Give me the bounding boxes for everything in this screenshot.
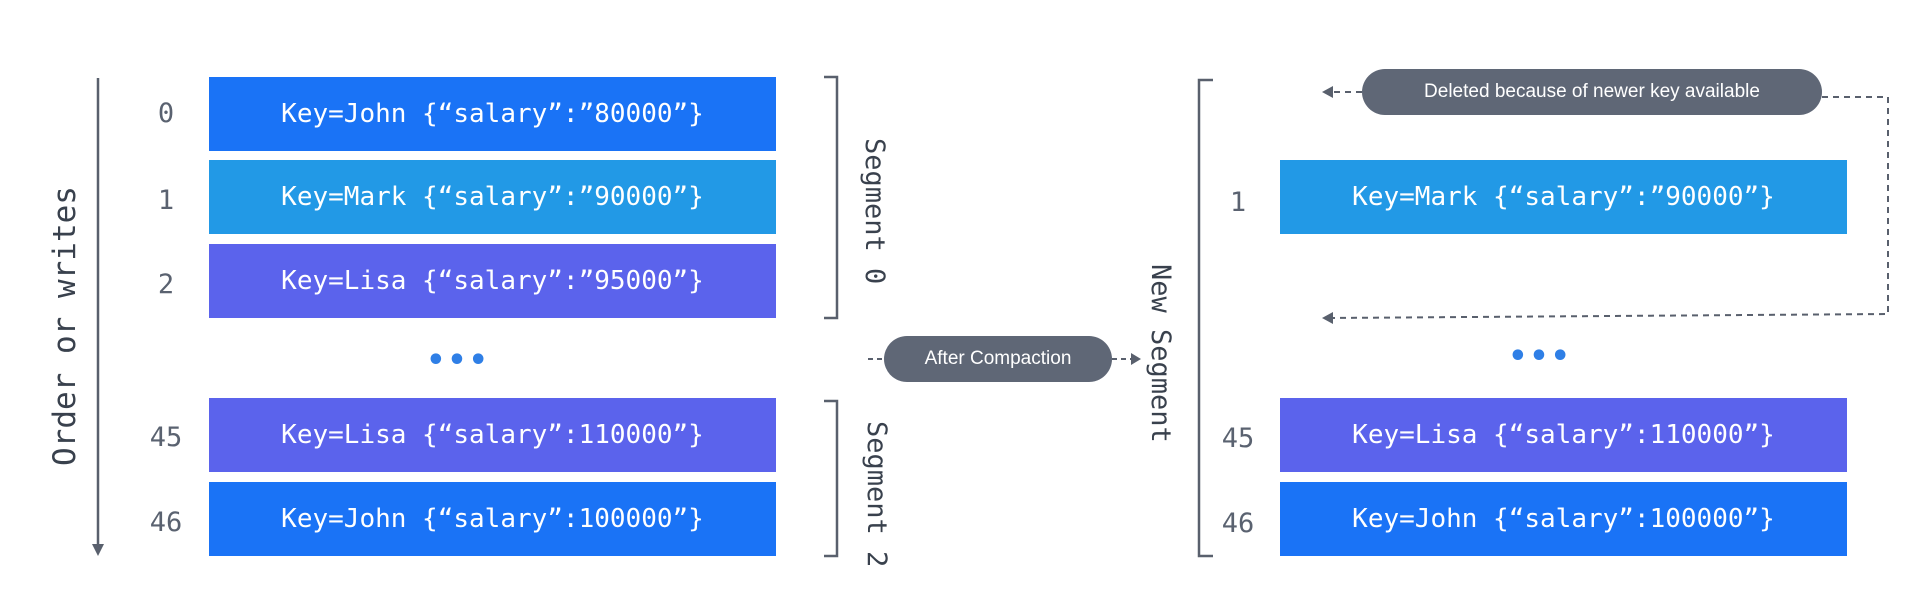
left-offset-45: 45 (149, 422, 183, 453)
deleted-note-pill: Deleted because of newer key available (1362, 69, 1822, 115)
left-offset-1: 1 (157, 185, 175, 216)
right-record-1: Key=Mark {“salary”:”90000”} (1280, 160, 1847, 234)
left-offset-46: 46 (149, 507, 183, 538)
left-offset-2: 2 (157, 269, 175, 300)
segment-2-bracket (824, 399, 839, 558)
record-text: Key=Lisa {“salary”:”95000”} (281, 266, 704, 296)
compaction-arrow (868, 353, 1141, 365)
record-text: Key=Lisa {“salary”:110000”} (1352, 420, 1775, 450)
write-order-label: Order or writes (47, 186, 83, 466)
deleted-key-arrows (1322, 86, 1889, 324)
left-record-45: Key=Lisa {“salary”:110000”} (209, 398, 776, 472)
record-text: Key=John {“salary”:100000”} (1352, 504, 1775, 534)
record-text: Key=Mark {“salary”:”90000”} (281, 182, 704, 212)
record-text: Key=Lisa {“salary”:110000”} (281, 420, 704, 450)
new-segment-bracket (1197, 78, 1213, 558)
right-offset-46: 46 (1221, 508, 1255, 539)
right-ellipsis: ••• (1508, 339, 1572, 374)
record-text: Key=John {“salary”:100000”} (281, 504, 704, 534)
right-offset-45: 45 (1221, 423, 1255, 454)
record-text: Key=John {“salary”:”80000”} (281, 99, 704, 129)
write-order-axis (92, 78, 104, 556)
right-record-45: Key=Lisa {“salary”:110000”} (1280, 398, 1847, 472)
left-record-1: Key=Mark {“salary”:”90000”} (209, 160, 776, 234)
segment-0-bracket (824, 75, 839, 320)
left-ellipsis: ••• (426, 343, 490, 378)
new-segment-label: New Segment (1145, 264, 1176, 443)
record-text: Key=Mark {“salary”:”90000”} (1352, 182, 1775, 212)
right-offset-1: 1 (1229, 187, 1247, 218)
left-offset-0: 0 (157, 98, 175, 129)
after-compaction-pill: After Compaction (884, 336, 1112, 382)
left-record-46: Key=John {“salary”:100000”} (209, 482, 776, 556)
segment-0-label: Segment 0 (859, 138, 890, 285)
left-record-0: Key=John {“salary”:”80000”} (209, 77, 776, 151)
segment-2-label: Segment 2 (861, 421, 892, 568)
right-record-46: Key=John {“salary”:100000”} (1280, 482, 1847, 556)
left-record-2: Key=Lisa {“salary”:”95000”} (209, 244, 776, 318)
